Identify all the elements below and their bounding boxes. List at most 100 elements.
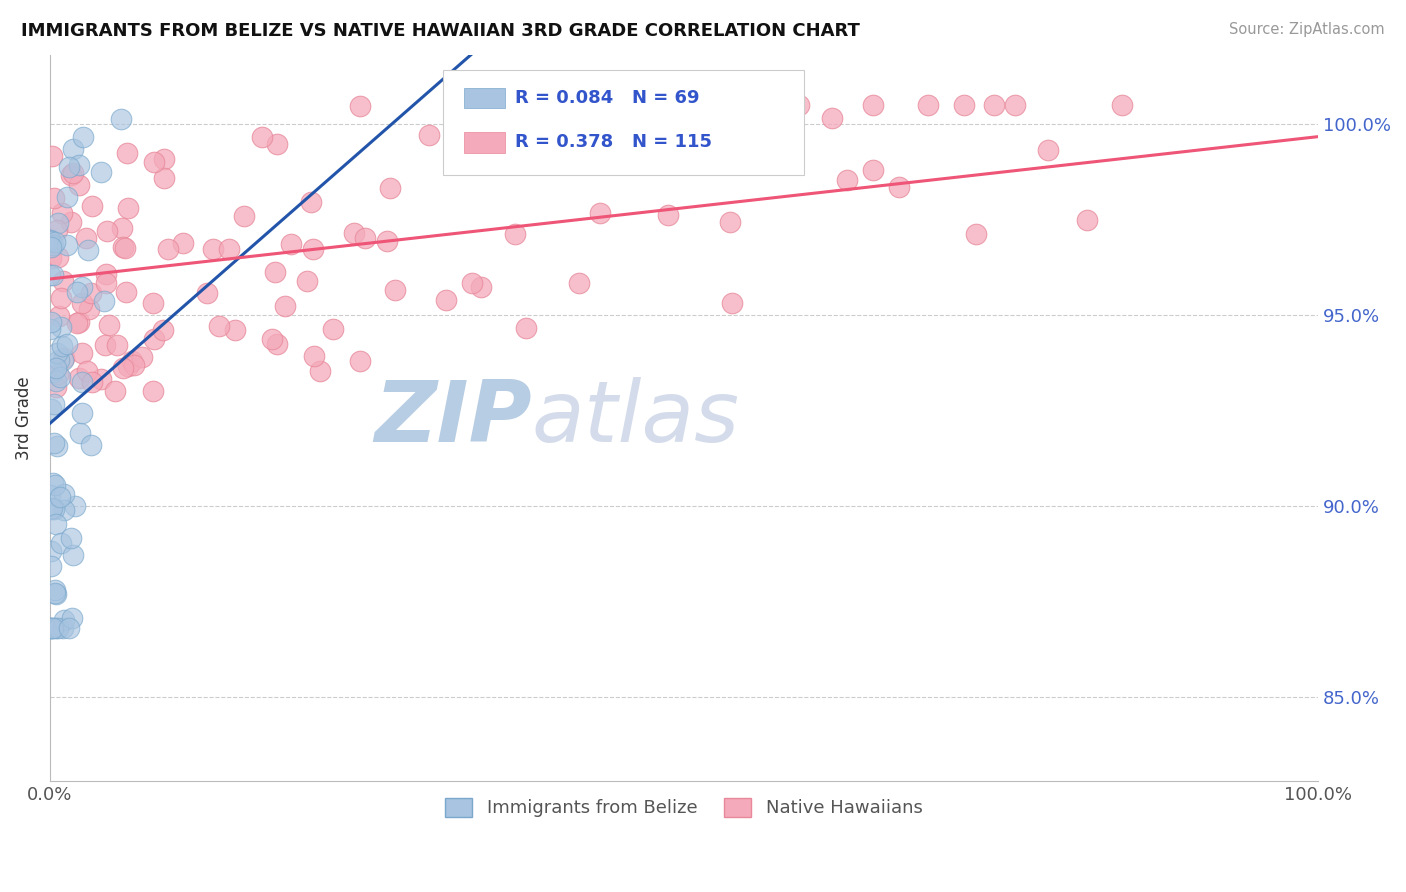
Point (630, 137, 652, 152)
Point (98, 318, 121, 333)
Point (42, 396, 65, 410)
Point (53, 503, 76, 517)
Point (110, 112, 132, 126)
Point (862, 97, 884, 112)
Point (111, 239, 134, 253)
Point (309, 364, 332, 378)
Point (67, 178, 90, 192)
Point (41, 148, 63, 162)
Point (264, 265, 287, 279)
Point (41, 501, 63, 516)
Point (692, 100, 714, 114)
Point (384, 283, 406, 297)
Point (380, 180, 402, 194)
Point (41, 240, 63, 254)
Point (349, 354, 371, 368)
Point (39, 621, 62, 635)
Point (105, 337, 128, 351)
Point (250, 129, 273, 144)
Point (49, 536, 72, 550)
Point (39, 235, 62, 249)
Y-axis label: 3rd Grade: 3rd Grade (15, 376, 32, 460)
Point (67, 315, 90, 329)
Point (681, 97, 703, 112)
Point (93, 294, 115, 309)
Point (260, 332, 283, 346)
Point (143, 332, 166, 346)
Point (104, 384, 127, 399)
Point (63, 499, 86, 513)
Point (718, 214, 741, 228)
Point (53, 613, 76, 627)
Point (45, 621, 67, 635)
Point (142, 384, 165, 399)
Point (46, 345, 69, 359)
Point (67, 158, 90, 172)
Point (51, 206, 73, 220)
Point (45, 374, 67, 388)
Point (56, 190, 79, 204)
Point (49, 320, 72, 334)
Point (70, 375, 93, 389)
Point (45, 517, 67, 532)
Point (42, 476, 65, 491)
Point (46, 621, 69, 635)
Point (232, 209, 254, 223)
Point (589, 205, 612, 219)
Point (39, 251, 62, 265)
Point (172, 235, 194, 250)
Point (983, 97, 1005, 112)
Legend: Immigrants from Belize, Native Hawaiians: Immigrants from Belize, Native Hawaiians (436, 789, 932, 826)
Point (75, 231, 97, 245)
Point (569, 152, 592, 166)
Point (76, 364, 98, 378)
Point (224, 323, 246, 337)
Point (60, 531, 83, 545)
Point (117, 201, 139, 215)
Point (46, 250, 69, 264)
Point (114, 241, 136, 255)
Text: ZIP: ZIP (374, 376, 531, 459)
Point (512, 97, 534, 112)
Point (153, 153, 176, 167)
Point (657, 208, 679, 222)
Point (52, 275, 75, 289)
Point (56, 237, 79, 252)
Point (434, 293, 457, 308)
Point (44, 586, 66, 600)
Point (111, 361, 134, 376)
Point (90, 372, 112, 386)
Point (46, 216, 69, 230)
Point (121, 354, 143, 368)
Point (77, 243, 100, 257)
Point (515, 320, 537, 334)
Point (46, 223, 69, 237)
Point (862, 163, 884, 178)
Point (266, 336, 288, 351)
Point (917, 97, 939, 112)
Point (375, 235, 398, 249)
Point (456, 97, 478, 112)
Point (39, 559, 62, 574)
Point (90, 165, 112, 179)
Point (266, 137, 288, 152)
Point (41, 621, 63, 635)
Point (201, 242, 224, 256)
Text: R = 0.378   N = 115: R = 0.378 N = 115 (515, 134, 713, 152)
Point (568, 277, 591, 291)
Point (72, 129, 94, 144)
Point (114, 285, 136, 299)
Point (42, 238, 65, 252)
Point (94, 337, 117, 351)
Point (418, 128, 440, 142)
Point (52, 351, 75, 365)
Point (58, 160, 80, 174)
Point (1111, 97, 1133, 112)
Point (52, 621, 75, 635)
Point (51, 338, 73, 352)
Point (39, 502, 62, 516)
Point (1076, 212, 1098, 227)
Bar (464, 132, 505, 153)
Point (48, 353, 70, 368)
Point (152, 170, 174, 185)
